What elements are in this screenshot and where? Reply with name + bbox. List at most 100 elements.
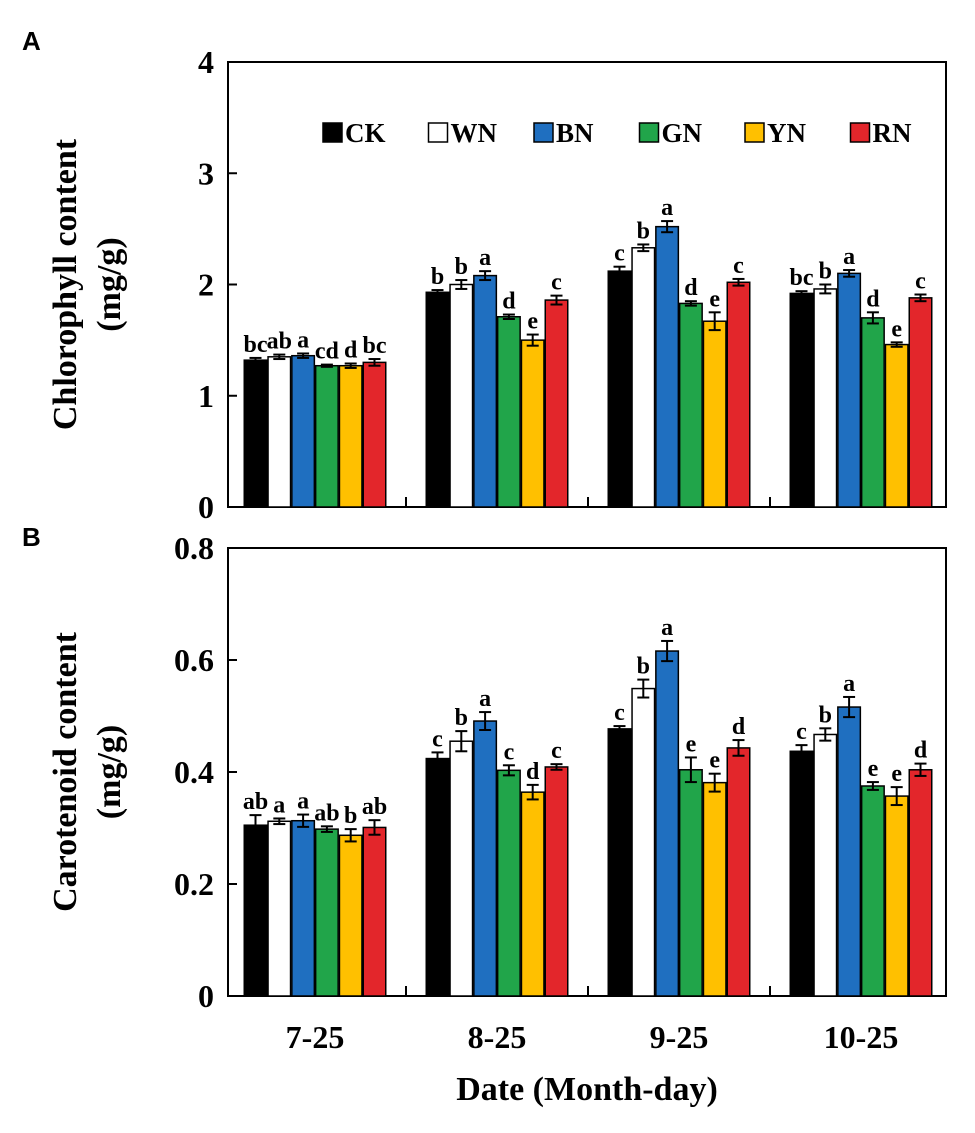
bar bbox=[544, 299, 569, 508]
y-axis-title: Carotenoid content bbox=[47, 631, 84, 912]
legend-label: GN bbox=[662, 118, 703, 148]
legend-swatch bbox=[638, 122, 660, 143]
significance-label: c bbox=[432, 726, 443, 752]
significance-label: b bbox=[819, 702, 832, 728]
significance-label: e bbox=[686, 731, 697, 757]
significance-label: b bbox=[819, 259, 832, 285]
bar bbox=[908, 297, 933, 508]
bar bbox=[425, 291, 450, 508]
bar bbox=[655, 225, 680, 508]
legend-swatch bbox=[533, 122, 554, 143]
y-axis-unit: (mg/g) bbox=[91, 237, 128, 331]
significance-label: b bbox=[637, 654, 650, 680]
legend-swatch bbox=[322, 122, 343, 143]
significance-label: b bbox=[431, 264, 444, 290]
bar bbox=[362, 826, 387, 997]
y-tick-label: 2 bbox=[198, 267, 214, 303]
significance-label: c bbox=[733, 253, 744, 279]
significance-label: b bbox=[455, 254, 468, 280]
bar bbox=[789, 292, 814, 508]
bar bbox=[631, 687, 656, 997]
bar bbox=[544, 766, 569, 997]
bar bbox=[520, 339, 545, 508]
bar bbox=[631, 247, 656, 508]
bar bbox=[291, 819, 316, 997]
bar bbox=[338, 834, 363, 997]
y-axis-title: Chlorophyll content bbox=[47, 138, 84, 430]
bar bbox=[837, 706, 862, 997]
bar bbox=[678, 769, 703, 997]
significance-label: ab bbox=[267, 329, 292, 355]
significance-label: a bbox=[297, 789, 309, 815]
bar bbox=[837, 272, 862, 508]
significance-label: a bbox=[273, 792, 285, 818]
significance-label: e bbox=[891, 761, 902, 787]
bar bbox=[243, 824, 268, 997]
y-tick-label: 0.2 bbox=[174, 866, 214, 902]
significance-label: b bbox=[637, 218, 650, 244]
bar bbox=[473, 720, 498, 997]
significance-label: ab bbox=[314, 800, 339, 826]
legend-label: WN bbox=[451, 118, 498, 148]
bar bbox=[473, 274, 498, 508]
legend-label: BN bbox=[556, 118, 594, 148]
legend-swatch bbox=[744, 122, 765, 143]
significance-label: d bbox=[866, 286, 880, 312]
bar bbox=[813, 733, 838, 997]
bar bbox=[655, 650, 680, 997]
bar bbox=[314, 828, 339, 997]
bar bbox=[607, 728, 632, 997]
significance-label: bc bbox=[790, 265, 814, 291]
significance-label: d bbox=[526, 759, 540, 785]
bar bbox=[884, 795, 909, 997]
legend-label: RN bbox=[873, 118, 912, 148]
bar bbox=[496, 316, 521, 508]
bar bbox=[860, 785, 885, 997]
significance-label: a bbox=[479, 245, 491, 271]
bar bbox=[726, 747, 751, 997]
significance-label: c bbox=[504, 739, 515, 765]
significance-label: bc bbox=[244, 332, 268, 358]
bar bbox=[908, 769, 933, 997]
significance-label: a bbox=[661, 615, 673, 641]
legend-label: YN bbox=[767, 118, 806, 148]
significance-label: b bbox=[344, 803, 357, 829]
bar bbox=[678, 302, 703, 508]
bar bbox=[314, 364, 339, 508]
bar bbox=[726, 281, 751, 508]
significance-label: c bbox=[614, 241, 625, 267]
y-axis-unit: (mg/g) bbox=[91, 725, 128, 819]
significance-label: d bbox=[684, 275, 698, 301]
significance-label: b bbox=[455, 705, 468, 731]
bar bbox=[425, 757, 450, 997]
legend: CK WN BN GN YN RN bbox=[322, 118, 912, 148]
significance-label: a bbox=[843, 244, 855, 270]
y-tick-label: 1 bbox=[198, 378, 214, 414]
significance-label: a bbox=[843, 671, 855, 697]
y-tick-label: 0 bbox=[198, 489, 214, 525]
significance-label: e bbox=[709, 286, 720, 312]
significance-label: c bbox=[551, 270, 562, 296]
legend-label: CK bbox=[345, 118, 386, 148]
significance-label: cd bbox=[315, 339, 340, 365]
significance-label: a bbox=[661, 195, 673, 221]
x-category-label: 10-25 bbox=[824, 1019, 899, 1055]
significance-label: e bbox=[891, 316, 902, 342]
bar bbox=[496, 769, 521, 997]
significance-label: e bbox=[709, 748, 720, 774]
bar bbox=[338, 364, 363, 508]
legend-swatch bbox=[849, 122, 871, 143]
significance-label: e bbox=[527, 309, 538, 335]
bar bbox=[243, 359, 268, 508]
y-tick-label: 0.8 bbox=[174, 530, 214, 566]
significance-label: ab bbox=[362, 794, 387, 820]
bar bbox=[267, 820, 292, 997]
bar bbox=[607, 270, 632, 508]
x-category-label: 9-25 bbox=[650, 1019, 709, 1055]
y-tick-label: 0 bbox=[198, 978, 214, 1014]
significance-label: bc bbox=[363, 333, 387, 359]
significance-label: c bbox=[915, 269, 926, 295]
significance-label: a bbox=[479, 686, 491, 712]
bar bbox=[449, 283, 474, 508]
